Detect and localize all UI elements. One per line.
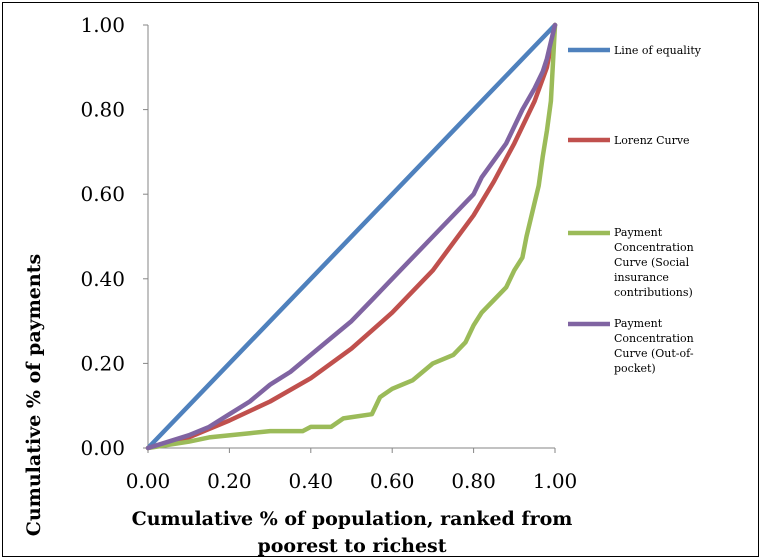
legend-label: pocket): [614, 362, 656, 375]
y-tick-label: 0.20: [80, 351, 125, 375]
series-line-1: [145, 22, 558, 451]
legend-item: Payment Concentration Curve (Social insuran…: [568, 226, 694, 299]
x-tick-labels: 0.00 0.20 0.40 0.60 0.80 1.00: [126, 469, 578, 493]
series-line-2: [145, 22, 558, 451]
x-axis-title: Cumulative % of population, ranked from p…: [132, 508, 573, 557]
y-tick-label: 1.00: [80, 13, 125, 37]
y-tick-label: 0.60: [80, 182, 125, 206]
x-axis-title-line: Cumulative % of population, ranked from: [132, 508, 573, 530]
x-tick-label: 0.40: [289, 469, 334, 493]
legend-label: contributions): [614, 286, 693, 299]
x-tick-label: 0.20: [207, 469, 252, 493]
legend-item: Line of equality: [568, 44, 702, 57]
x-tick-label: 0.60: [370, 469, 415, 493]
legend-label: Payment: [614, 317, 663, 330]
legend-item: Payment Concentration Curve (Out-of-pocket…: [568, 317, 694, 375]
x-tick-label: 1.00: [533, 469, 578, 493]
y-tick-label: 0.00: [80, 436, 125, 460]
series-line-3: [145, 22, 558, 451]
axes: [143, 24, 556, 453]
legend-label: insurance: [614, 271, 669, 284]
y-tick-labels: 0.00 0.20 0.40 0.60 0.80 1.00: [80, 13, 125, 460]
legend-label: Payment: [614, 226, 663, 239]
legend-label: Curve (Social: [614, 256, 690, 269]
series-line-0: [145, 22, 558, 451]
series-lines: [145, 22, 558, 451]
legend-item: Lorenz Curve: [568, 134, 690, 147]
legend-label: Lorenz Curve: [614, 134, 690, 147]
legend-label: Curve (Out-of-: [614, 347, 694, 360]
x-axis-title-line: poorest to richest: [257, 535, 446, 557]
legend-label: Line of equality: [614, 44, 702, 57]
legend-label: Concentration: [614, 241, 694, 254]
x-tick-label: 0.80: [451, 469, 496, 493]
y-tick-label: 0.40: [80, 267, 125, 291]
legend-label: Concentration: [614, 332, 694, 345]
y-tick-label: 0.80: [80, 98, 125, 122]
y-axis-title: Cumulative % of payments: [23, 254, 45, 536]
x-tick-label: 0.00: [126, 469, 171, 493]
legend: Line of equality Lorenz Curve Payment Conce…: [568, 44, 702, 375]
